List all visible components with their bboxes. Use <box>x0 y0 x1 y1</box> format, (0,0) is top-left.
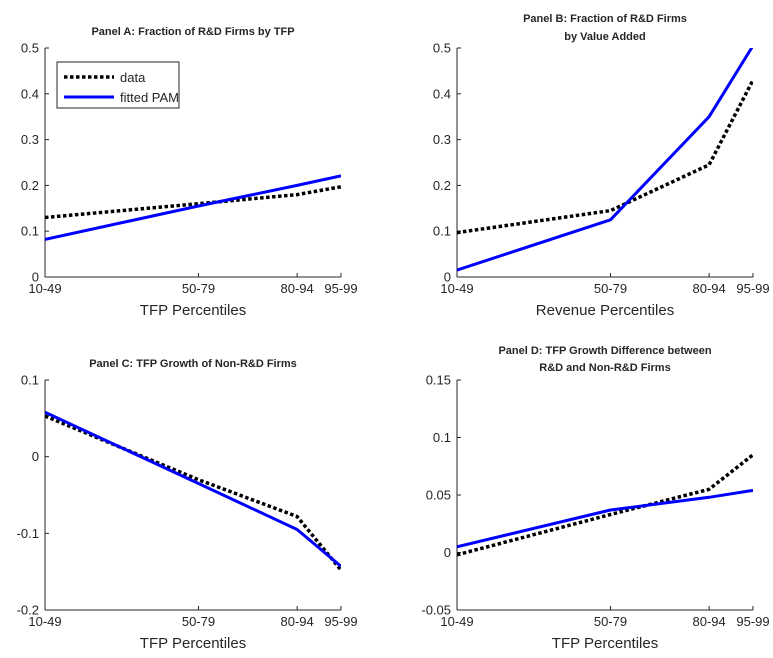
panel-d: Panel D: TFP Growth Difference between R&… <box>421 345 769 652</box>
y-tick-label: 0.5 <box>21 41 39 56</box>
x-tick-label: 50-79 <box>182 614 215 629</box>
x-tick-label: 95-99 <box>736 281 769 296</box>
fitted-pam-series-line <box>45 174 341 241</box>
x-axis-label: TFP Percentiles <box>140 302 246 319</box>
y-tick-label: 0.3 <box>21 132 39 147</box>
legend-box <box>56 61 180 109</box>
fitted-pam-series-line <box>457 48 753 272</box>
y-tick-label: 0 <box>32 449 39 464</box>
y-tick-label: -0.05 <box>421 603 451 618</box>
y-tick-label: 0.3 <box>433 132 451 147</box>
x-tick-label: 95-99 <box>736 614 769 629</box>
y-tick-label: -0.2 <box>17 603 39 618</box>
x-axis-label: Revenue Percentiles <box>536 302 674 319</box>
y-tick-label: 0.1 <box>433 224 451 239</box>
x-tick-label: 95-99 <box>324 281 357 296</box>
fitted-pam-series-line <box>457 488 753 549</box>
legend-label: data <box>120 70 146 85</box>
y-tick-label: 0.1 <box>21 224 39 239</box>
x-tick-label: 50-79 <box>594 614 627 629</box>
y-tick-label: 0.5 <box>433 41 451 56</box>
x-tick-label: 80-94 <box>281 281 314 296</box>
panel-title: Panel A: Fraction of R&D Firms by TFP <box>91 26 294 38</box>
x-tick-label: 95-99 <box>324 614 357 629</box>
panel-title: Panel D: TFP Growth Difference between <box>498 345 711 357</box>
x-tick-label: 10-49 <box>28 281 61 296</box>
y-tick-label: 0.2 <box>21 178 39 193</box>
panel-title: by Value Added <box>564 31 646 43</box>
data-series-line <box>457 79 753 235</box>
y-tick-label: 0.1 <box>21 373 39 388</box>
y-tick-label: 0.05 <box>426 488 451 503</box>
x-tick-label: 50-79 <box>594 281 627 296</box>
panel-a: Panel A: Fraction of R&D Firms by TFP 0 0.… <box>21 26 358 319</box>
y-tick-label: 0.4 <box>433 86 451 101</box>
data-series-line <box>457 453 753 557</box>
legend: data fitted PAM <box>56 61 180 109</box>
y-tick-label: 0.4 <box>21 86 39 101</box>
y-tick-label: -0.1 <box>17 526 39 541</box>
y-tick-label: 0.1 <box>433 430 451 445</box>
data-series-line <box>45 185 341 220</box>
x-axis-label: TFP Percentiles <box>552 635 658 652</box>
x-axis-label: TFP Percentiles <box>140 635 246 652</box>
panel-c: Panel C: TFP Growth of Non-R&D Firms -0.2… <box>17 358 358 652</box>
data-series-line <box>45 414 341 572</box>
y-tick-label: 0 <box>444 270 451 285</box>
x-tick-label: 50-79 <box>182 281 215 296</box>
x-tick-label: 80-94 <box>693 614 726 629</box>
y-tick-label: 0 <box>444 545 451 560</box>
x-tick-label: 80-94 <box>281 614 314 629</box>
y-tick-label: 0.15 <box>426 373 451 388</box>
legend-label: fitted PAM <box>120 90 179 105</box>
panel-title: R&D and Non-R&D Firms <box>539 362 670 374</box>
x-tick-label: 10-49 <box>28 614 61 629</box>
y-tick-label: 0.2 <box>433 178 451 193</box>
panel-title: Panel C: TFP Growth of Non-R&D Firms <box>89 358 297 370</box>
y-tick-label: 0 <box>32 270 39 285</box>
panel-b: Panel B: Fraction of R&D Firms by Value A… <box>433 13 770 319</box>
x-tick-label: 10-49 <box>440 614 473 629</box>
x-tick-label: 80-94 <box>693 281 726 296</box>
x-tick-label: 10-49 <box>440 281 473 296</box>
fitted-pam-series-line <box>45 410 341 568</box>
panel-title: Panel B: Fraction of R&D Firms <box>523 13 687 25</box>
